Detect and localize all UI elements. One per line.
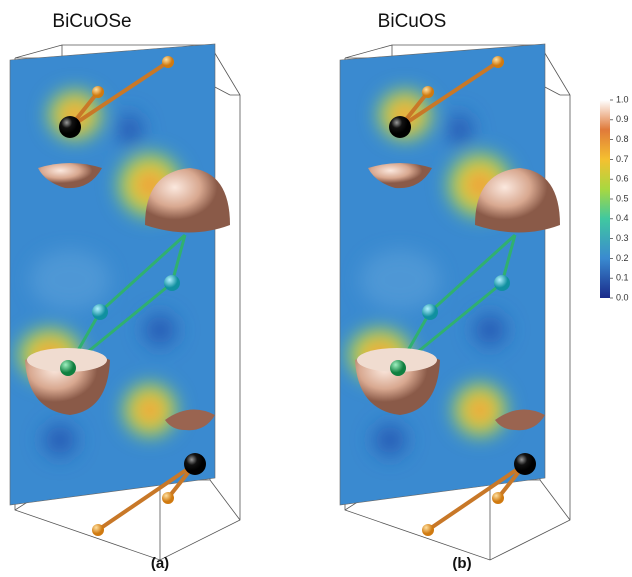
colorbar: [600, 100, 610, 298]
colorbar-tick-label: 0.9: [616, 114, 629, 124]
colorbar-tick-label: 0.4: [616, 213, 629, 223]
colorbar-tick-label: 0.6: [616, 174, 629, 184]
colorbar-tick-label: 1.0: [616, 94, 629, 104]
panel-title: BiCuOS: [378, 11, 447, 32]
colorbar-tick-label: 0.1: [616, 273, 629, 283]
colorbar-tick-label: 0.2: [616, 253, 629, 263]
figure: BiCuOSe BiCuOS (a) (b) 0.0 0.1 0.2 0.3 0.4 0.…: [0, 0, 632, 577]
panel-label: (b): [452, 555, 471, 572]
panel-label: (a): [151, 555, 169, 572]
panel-title: BiCuOSe: [52, 11, 131, 32]
colorbar-tick-label: 0.0: [616, 292, 629, 302]
colorbar-tick-label: 0.8: [616, 134, 629, 144]
colorbar-tick-label: 0.5: [616, 193, 629, 203]
panel-a-render: [10, 44, 240, 560]
colorbar-tick-label: 0.7: [616, 154, 629, 164]
colorbar-tick-label: 0.3: [616, 233, 629, 243]
panel-b-render: [340, 44, 570, 560]
